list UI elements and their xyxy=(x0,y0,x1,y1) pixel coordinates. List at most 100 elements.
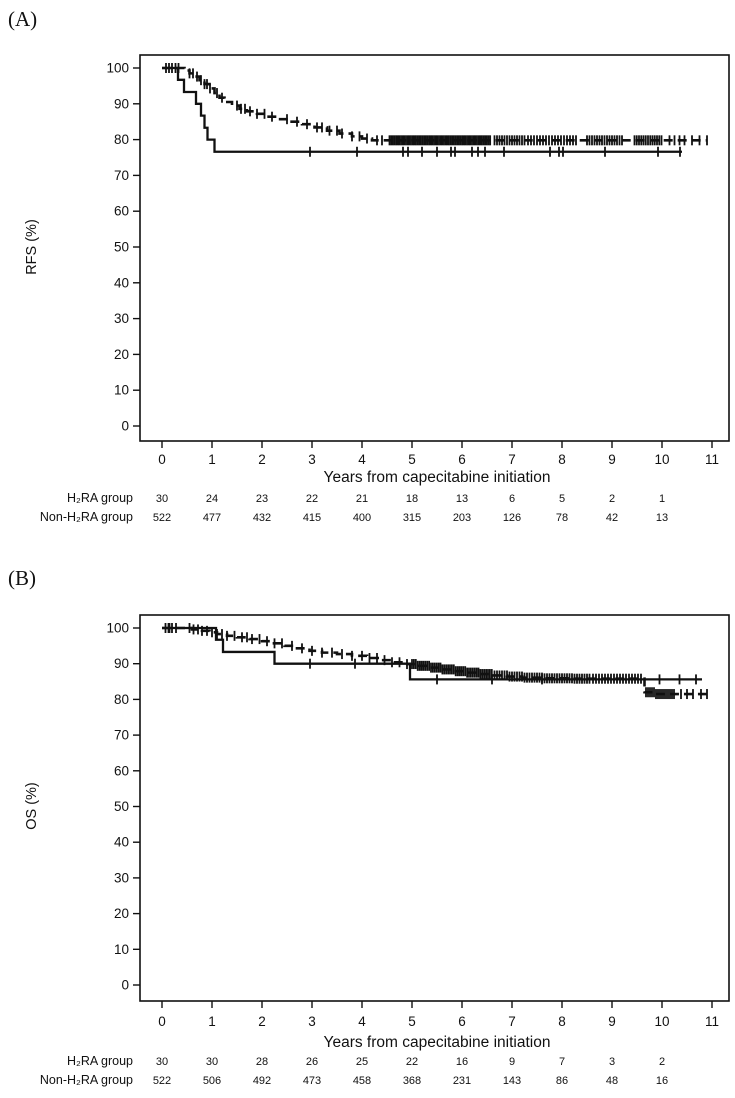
risk-count: 522 xyxy=(153,512,171,524)
y-tick-label: 60 xyxy=(114,204,129,219)
censor-marks-non-h2ra xyxy=(164,623,708,700)
x-tick-label: 0 xyxy=(158,452,166,467)
y-tick-label: 10 xyxy=(114,942,129,957)
km-curve-non-h2ra xyxy=(162,626,707,696)
y-tick-label: 40 xyxy=(114,835,129,850)
x-tick-label: 10 xyxy=(654,1014,669,1029)
risk-count: 13 xyxy=(456,493,468,505)
x-tick-label: 0 xyxy=(158,1014,166,1029)
panel-b-os-plot: (B) OS (%) 0 10 20 30 40 50 60 70 80 90 100 0 1 2 3 4 5 6… xyxy=(8,566,730,1087)
risk-count: 522 xyxy=(153,1075,171,1087)
y-tick-label: 90 xyxy=(114,96,129,111)
risk-count: 16 xyxy=(656,1075,668,1087)
x-tick-label: 4 xyxy=(358,1014,366,1029)
risk-count: 400 xyxy=(353,512,371,524)
y-tick-label: 50 xyxy=(114,799,129,814)
risk-count: 143 xyxy=(503,1075,521,1087)
risk-count: 13 xyxy=(656,512,668,524)
x-tick-label: 2 xyxy=(258,452,266,467)
risk-count: 506 xyxy=(203,1075,221,1087)
risk-count: 203 xyxy=(453,512,471,524)
y-tick-label: 20 xyxy=(114,347,129,362)
y-tick-label: 0 xyxy=(121,419,129,434)
x-tick-label: 4 xyxy=(358,452,366,467)
risk-count: 415 xyxy=(303,512,321,524)
x-tick-label: 9 xyxy=(608,1014,616,1029)
km-curve-non-h2ra xyxy=(162,66,707,142)
y-tick-label: 80 xyxy=(114,132,129,147)
panel-b-risk-row-label-non-h2ra: Non-H₂RA group xyxy=(40,1073,133,1087)
risk-count: 26 xyxy=(306,1056,318,1068)
risk-count: 22 xyxy=(306,493,318,505)
y-tick-label: 30 xyxy=(114,311,129,326)
plot-frame xyxy=(139,54,730,442)
y-tick-label: 80 xyxy=(114,692,129,707)
panel-a-x-axis-title: Years from capecitabine initiation xyxy=(324,469,551,486)
x-tick-label: 8 xyxy=(558,452,566,467)
x-tick-label: 9 xyxy=(608,452,616,467)
x-tick-label: 6 xyxy=(458,1014,466,1029)
risk-count: 126 xyxy=(503,512,521,524)
risk-count: 48 xyxy=(606,1075,618,1087)
risk-count: 78 xyxy=(556,512,568,524)
risk-count: 477 xyxy=(203,512,221,524)
x-tick-label: 6 xyxy=(458,452,466,467)
x-tick-label: 5 xyxy=(408,1014,416,1029)
x-tick-label: 3 xyxy=(308,452,316,467)
x-tick-label: 5 xyxy=(408,452,416,467)
risk-count: 6 xyxy=(509,493,515,505)
y-tick-label: 20 xyxy=(114,906,129,921)
x-tick-label: 2 xyxy=(258,1014,266,1029)
plot-frame xyxy=(139,614,730,1002)
censor-marks-h2ra xyxy=(309,146,681,157)
y-tick-label: 0 xyxy=(121,978,129,993)
risk-count: 18 xyxy=(406,493,418,505)
y-tick-label: 10 xyxy=(114,383,129,398)
y-tick-label: 50 xyxy=(114,240,129,255)
risk-count: 42 xyxy=(606,512,618,524)
x-tick-label: 1 xyxy=(208,1014,216,1029)
risk-count: 5 xyxy=(559,493,565,505)
y-tick-label: 60 xyxy=(114,763,129,778)
x-tick-label: 1 xyxy=(208,452,216,467)
y-tick-label: 100 xyxy=(106,61,129,76)
x-tick-label: 3 xyxy=(308,1014,316,1029)
risk-count: 30 xyxy=(156,493,168,505)
risk-count: 231 xyxy=(453,1075,471,1087)
risk-count: 458 xyxy=(353,1075,371,1087)
panel-b-x-axis-title: Years from capecitabine initiation xyxy=(324,1034,551,1051)
y-tick-label: 70 xyxy=(114,168,129,183)
risk-count: 28 xyxy=(256,1056,268,1068)
censor-marks-non-h2ra xyxy=(165,63,708,146)
risk-count: 21 xyxy=(356,493,368,505)
x-tick-label: 7 xyxy=(508,452,516,467)
panel-b-risk-row-label-h2ra: H₂RA group xyxy=(67,1054,133,1068)
x-tick-label: 8 xyxy=(558,1014,566,1029)
risk-count: 2 xyxy=(609,493,615,505)
risk-count: 3 xyxy=(609,1056,615,1068)
risk-count: 30 xyxy=(206,1056,218,1068)
risk-count: 1 xyxy=(659,493,665,505)
y-tick-label: 40 xyxy=(114,275,129,290)
panel-a-plot-area: 0 10 20 30 40 50 60 70 80 90 100 0 1 2 3 4 5 6 7 8 9 10 11 xyxy=(106,54,730,467)
panel-a-label: (A) xyxy=(8,7,37,31)
risk-count: 22 xyxy=(406,1056,418,1068)
panel-a-risk-row-label-h2ra: H₂RA group xyxy=(67,491,133,505)
risk-count: 86 xyxy=(556,1075,568,1087)
panel-b-label: (B) xyxy=(8,566,36,590)
risk-count: 368 xyxy=(403,1075,421,1087)
panel-b-plot-area: 0 10 20 30 40 50 60 70 80 90 100 0 1 2 3 4 5 6 7 8 9 10 11 xyxy=(106,614,730,1029)
risk-count: 23 xyxy=(256,493,268,505)
x-tick-label: 11 xyxy=(705,452,719,467)
panel-b-y-axis-title: OS (%) xyxy=(24,782,40,830)
risk-count: 24 xyxy=(206,493,218,505)
risk-count: 432 xyxy=(253,512,271,524)
risk-count: 30 xyxy=(156,1056,168,1068)
y-tick-label: 100 xyxy=(106,621,129,636)
risk-count: 315 xyxy=(403,512,421,524)
km-curve-h2ra xyxy=(162,66,682,153)
